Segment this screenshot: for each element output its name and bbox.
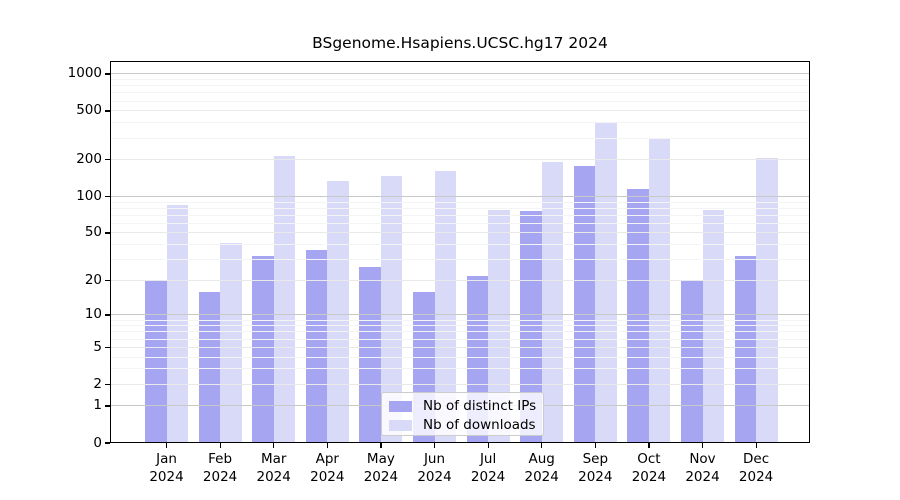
x-tick-mark <box>701 443 704 448</box>
y-tick-mark <box>105 232 110 234</box>
y-tick-mark <box>105 195 110 198</box>
x-tick-mark <box>487 443 489 448</box>
bar-downloads-aug <box>541 162 564 443</box>
x-tick-mark <box>165 443 168 448</box>
bar-distinct-ips-mar <box>252 256 274 443</box>
bar-distinct-ips-oct <box>627 189 649 443</box>
bar-distinct-ips-dec <box>734 256 757 443</box>
x-tick-label-feb: Feb 2024 <box>202 451 238 485</box>
y-tick-mark <box>105 383 110 385</box>
x-tick-mark <box>273 443 275 448</box>
bar-downloads-jun <box>434 171 456 443</box>
y-tick-mark <box>105 110 110 112</box>
y-tick-mark <box>105 442 110 444</box>
bar-downloads-oct <box>648 138 671 443</box>
x-tick-mark <box>648 443 650 448</box>
y-tick-mark <box>105 405 110 407</box>
bars-layer <box>110 61 810 443</box>
plot-area <box>110 61 810 443</box>
bar-downloads-jan <box>166 205 188 443</box>
x-tick-label-apr: Apr 2024 <box>310 451 345 485</box>
bar-downloads-sep <box>595 122 617 443</box>
legend-label: Nb of distinct IPs <box>423 398 537 414</box>
y-tick-label: 50 <box>84 224 102 241</box>
legend-swatch-downloads <box>389 419 412 431</box>
y-tick-label: 1 <box>93 397 102 414</box>
y-tick-mark <box>105 346 110 348</box>
x-tick-label-jul: Jul 2024 <box>470 451 506 485</box>
legend-label: Nb of downloads <box>423 417 536 433</box>
x-tick-mark <box>326 443 328 448</box>
bar-downloads-nov <box>702 210 724 443</box>
y-tick-label: 100 <box>76 187 102 204</box>
bar-downloads-feb <box>220 243 242 443</box>
x-tick-mark <box>594 443 596 448</box>
bar-distinct-ips-sep <box>573 165 596 443</box>
x-tick-label-dec: Dec 2024 <box>738 451 774 485</box>
x-tick-mark <box>755 443 757 448</box>
x-tick-label-aug: Aug 2024 <box>524 451 559 485</box>
legend: Nb of distinct IPs Nb of downloads <box>381 392 544 436</box>
y-tick-mark <box>105 314 110 316</box>
y-tick-mark <box>105 73 110 75</box>
bar-downloads-apr <box>327 181 349 443</box>
x-tick-label-jan: Jan 2024 <box>149 451 184 485</box>
x-tick-mark <box>541 443 543 448</box>
y-tick-mark <box>105 159 110 161</box>
y-tick-label: 5 <box>93 338 102 355</box>
x-tick-label-nov: Nov 2024 <box>685 451 720 485</box>
x-tick-mark <box>219 443 221 448</box>
bar-distinct-ips-nov <box>681 280 703 443</box>
x-tick-mark <box>433 443 436 448</box>
legend-item: Nb of downloads <box>389 416 543 434</box>
legend-item: Nb of distinct IPs <box>389 397 543 415</box>
x-tick-label-may: May 2024 <box>363 451 399 485</box>
x-tick-label-mar: Mar 2024 <box>256 451 291 485</box>
x-tick-label-oct: Oct 2024 <box>631 451 667 485</box>
y-tick-label: 500 <box>76 102 102 119</box>
bar-downloads-dec <box>756 158 778 443</box>
x-tick-label-jun: Jun 2024 <box>417 451 452 485</box>
y-tick-label: 10 <box>84 306 102 323</box>
y-tick-mark <box>105 279 110 282</box>
bar-distinct-ips-aug <box>520 210 542 443</box>
chart-title: BSgenome.Hsapiens.UCSC.hg17 2024 <box>312 34 608 52</box>
x-tick-label-sep: Sep 2024 <box>578 451 613 485</box>
y-tick-label: 1000 <box>67 65 102 82</box>
y-tick-label: 2 <box>93 375 102 392</box>
y-tick-label: 200 <box>76 151 102 168</box>
y-tick-label: 20 <box>84 271 102 288</box>
bar-distinct-ips-may <box>359 266 381 443</box>
bar-distinct-ips-feb <box>198 291 221 443</box>
bar-downloads-may <box>380 176 403 443</box>
y-tick-label: 0 <box>93 434 102 451</box>
bar-distinct-ips-apr <box>305 250 328 443</box>
legend-swatch-distinct-ips <box>389 400 412 412</box>
x-tick-mark <box>380 443 382 448</box>
bar-downloads-mar <box>273 156 296 443</box>
bar-distinct-ips-jan <box>145 280 167 443</box>
